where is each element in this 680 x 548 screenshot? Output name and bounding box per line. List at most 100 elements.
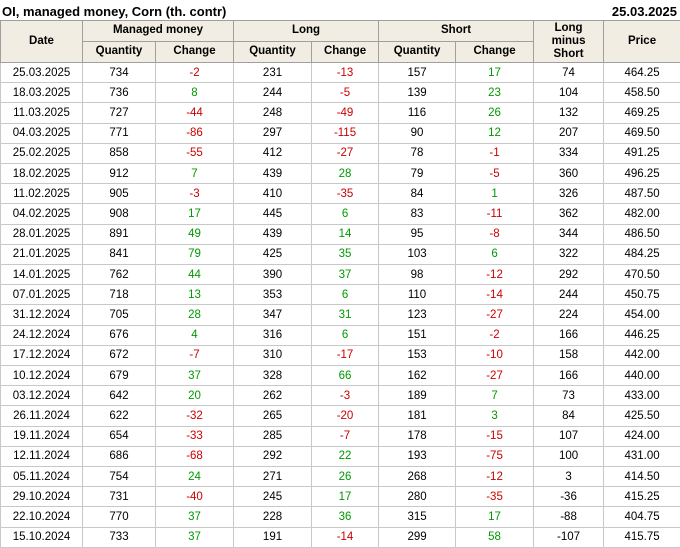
cell-mm-quantity: 642 bbox=[82, 385, 156, 407]
cell-short-change: -12 bbox=[455, 264, 535, 286]
cell-long-minus-short: -36 bbox=[533, 486, 605, 508]
cell-short-quantity: 181 bbox=[378, 405, 457, 427]
cell-mm-change: 44 bbox=[154, 264, 235, 286]
page-title: OI, managed money, Corn (th. contr) bbox=[2, 3, 227, 19]
cell-mm-change: 8 bbox=[154, 82, 235, 104]
col-header-price: Price bbox=[603, 20, 680, 63]
cell-date: 11.03.2025 bbox=[0, 102, 83, 124]
cell-date: 25.03.2025 bbox=[0, 61, 83, 84]
table-row: 25.02.2025 858 -55 412 -27 78 -1 334 491.25 bbox=[0, 142, 680, 165]
cell-short-quantity: 315 bbox=[378, 506, 457, 528]
cell-long-quantity: 353 bbox=[233, 284, 313, 306]
cell-long-minus-short: 362 bbox=[533, 203, 605, 225]
table-row: 18.03.2025 736 8 244 -5 139 23 104 458.50 bbox=[0, 82, 680, 104]
cell-short-quantity: 178 bbox=[378, 425, 457, 447]
cell-short-change: -12 bbox=[455, 466, 535, 488]
cell-price: 469.25 bbox=[603, 102, 680, 124]
cell-short-quantity: 103 bbox=[378, 243, 457, 266]
cell-long-minus-short: 360 bbox=[533, 163, 605, 185]
cell-mm-quantity: 731 bbox=[82, 486, 156, 508]
cell-long-minus-short: 344 bbox=[533, 223, 605, 245]
cell-short-change: -75 bbox=[455, 445, 535, 468]
cell-long-quantity: 347 bbox=[233, 304, 313, 326]
cell-short-change: -5 bbox=[455, 163, 535, 185]
cell-long-change: 36 bbox=[311, 506, 380, 528]
cell-price: 491.25 bbox=[603, 142, 680, 165]
cell-date: 03.12.2024 bbox=[0, 385, 83, 407]
cell-price: 458.50 bbox=[603, 82, 680, 104]
cell-mm-change: 37 bbox=[154, 506, 235, 528]
cell-long-change: 6 bbox=[311, 284, 380, 306]
cell-mm-quantity: 905 bbox=[82, 183, 156, 205]
cell-long-quantity: 228 bbox=[233, 506, 313, 528]
cell-date: 18.02.2025 bbox=[0, 163, 83, 185]
cell-short-change: -27 bbox=[455, 365, 535, 387]
cell-short-change: 6 bbox=[455, 243, 535, 266]
cell-long-quantity: 191 bbox=[233, 526, 313, 548]
cell-long-change: 66 bbox=[311, 365, 380, 387]
cell-long-quantity: 231 bbox=[233, 61, 313, 84]
table-row: 31.12.2024 705 28 347 31 123 -27 224 454.00 bbox=[0, 304, 680, 326]
table-row: 12.11.2024 686 -68 292 22 193 -75 100 431.00 bbox=[0, 445, 680, 468]
cell-short-change: 26 bbox=[455, 102, 535, 124]
cell-mm-change: 49 bbox=[154, 223, 235, 245]
cell-price: 442.00 bbox=[603, 344, 680, 367]
cell-mm-change: 20 bbox=[154, 385, 235, 407]
cell-long-minus-short: 292 bbox=[533, 264, 605, 286]
table-row: 07.01.2025 718 13 353 6 110 -14 244 450.75 bbox=[0, 284, 680, 306]
cell-long-quantity: 316 bbox=[233, 324, 313, 346]
cell-long-change: -17 bbox=[311, 344, 380, 367]
cell-long-quantity: 285 bbox=[233, 425, 313, 447]
cell-mm-quantity: 686 bbox=[82, 445, 156, 468]
cell-short-change: 17 bbox=[455, 61, 535, 84]
cell-price: 470.50 bbox=[603, 264, 680, 286]
cell-short-change: -10 bbox=[455, 344, 535, 367]
cell-short-quantity: 151 bbox=[378, 324, 457, 346]
cell-mm-quantity: 771 bbox=[82, 122, 156, 144]
cell-short-change: 3 bbox=[455, 405, 535, 427]
cell-short-change: -35 bbox=[455, 486, 535, 508]
cell-short-quantity: 98 bbox=[378, 264, 457, 286]
cell-date: 18.03.2025 bbox=[0, 82, 83, 104]
cell-price: 424.00 bbox=[603, 425, 680, 447]
cell-long-minus-short: 3 bbox=[533, 466, 605, 488]
cell-mm-change: -7 bbox=[154, 344, 235, 367]
table-header: Date Managed money Long Short Long minus… bbox=[0, 20, 680, 63]
cell-long-quantity: 244 bbox=[233, 82, 313, 104]
cell-short-quantity: 153 bbox=[378, 344, 457, 367]
cell-short-quantity: 83 bbox=[378, 203, 457, 225]
cell-long-quantity: 265 bbox=[233, 405, 313, 427]
cell-short-change: -27 bbox=[455, 304, 535, 326]
cell-date: 12.11.2024 bbox=[0, 445, 83, 468]
cell-price: 415.75 bbox=[603, 526, 680, 548]
cell-long-change: -20 bbox=[311, 405, 380, 427]
cell-mm-change: 7 bbox=[154, 163, 235, 185]
cell-mm-change: -68 bbox=[154, 445, 235, 468]
col-header-long-minus-short: Long minus Short bbox=[533, 20, 605, 63]
table-row: 28.01.2025 891 49 439 14 95 -8 344 486.50 bbox=[0, 223, 680, 245]
cell-long-minus-short: 166 bbox=[533, 365, 605, 387]
table-row: 19.11.2024 654 -33 285 -7 178 -15 107 424.00 bbox=[0, 425, 680, 447]
table-row: 14.01.2025 762 44 390 37 98 -12 292 470.50 bbox=[0, 264, 680, 286]
col-header-short-quantity: Quantity bbox=[378, 41, 457, 63]
col-header-date: Date bbox=[0, 20, 83, 63]
cell-mm-quantity: 676 bbox=[82, 324, 156, 346]
group-header-managed-money: Managed money bbox=[81, 20, 235, 42]
cell-price: 482.00 bbox=[603, 203, 680, 225]
cell-short-quantity: 162 bbox=[378, 365, 457, 387]
col-header-long-change: Change bbox=[311, 41, 380, 63]
cell-long-minus-short: 84 bbox=[533, 405, 605, 427]
col-header-short-change: Change bbox=[455, 41, 535, 63]
table-row: 15.10.2024 733 37 191 -14 299 58 -107 415.75 bbox=[0, 526, 680, 548]
cell-mm-change: -55 bbox=[154, 142, 235, 165]
cell-long-change: -13 bbox=[311, 61, 380, 84]
cell-long-change: -49 bbox=[311, 102, 380, 124]
cell-long-change: 17 bbox=[311, 486, 380, 508]
cell-price: 450.75 bbox=[603, 284, 680, 306]
cell-short-change: -14 bbox=[455, 284, 535, 306]
table-row: 10.12.2024 679 37 328 66 162 -27 166 440.00 bbox=[0, 365, 680, 387]
cell-price: 431.00 bbox=[603, 445, 680, 468]
cell-long-quantity: 245 bbox=[233, 486, 313, 508]
cell-short-change: -11 bbox=[455, 203, 535, 225]
cell-short-quantity: 110 bbox=[378, 284, 457, 306]
